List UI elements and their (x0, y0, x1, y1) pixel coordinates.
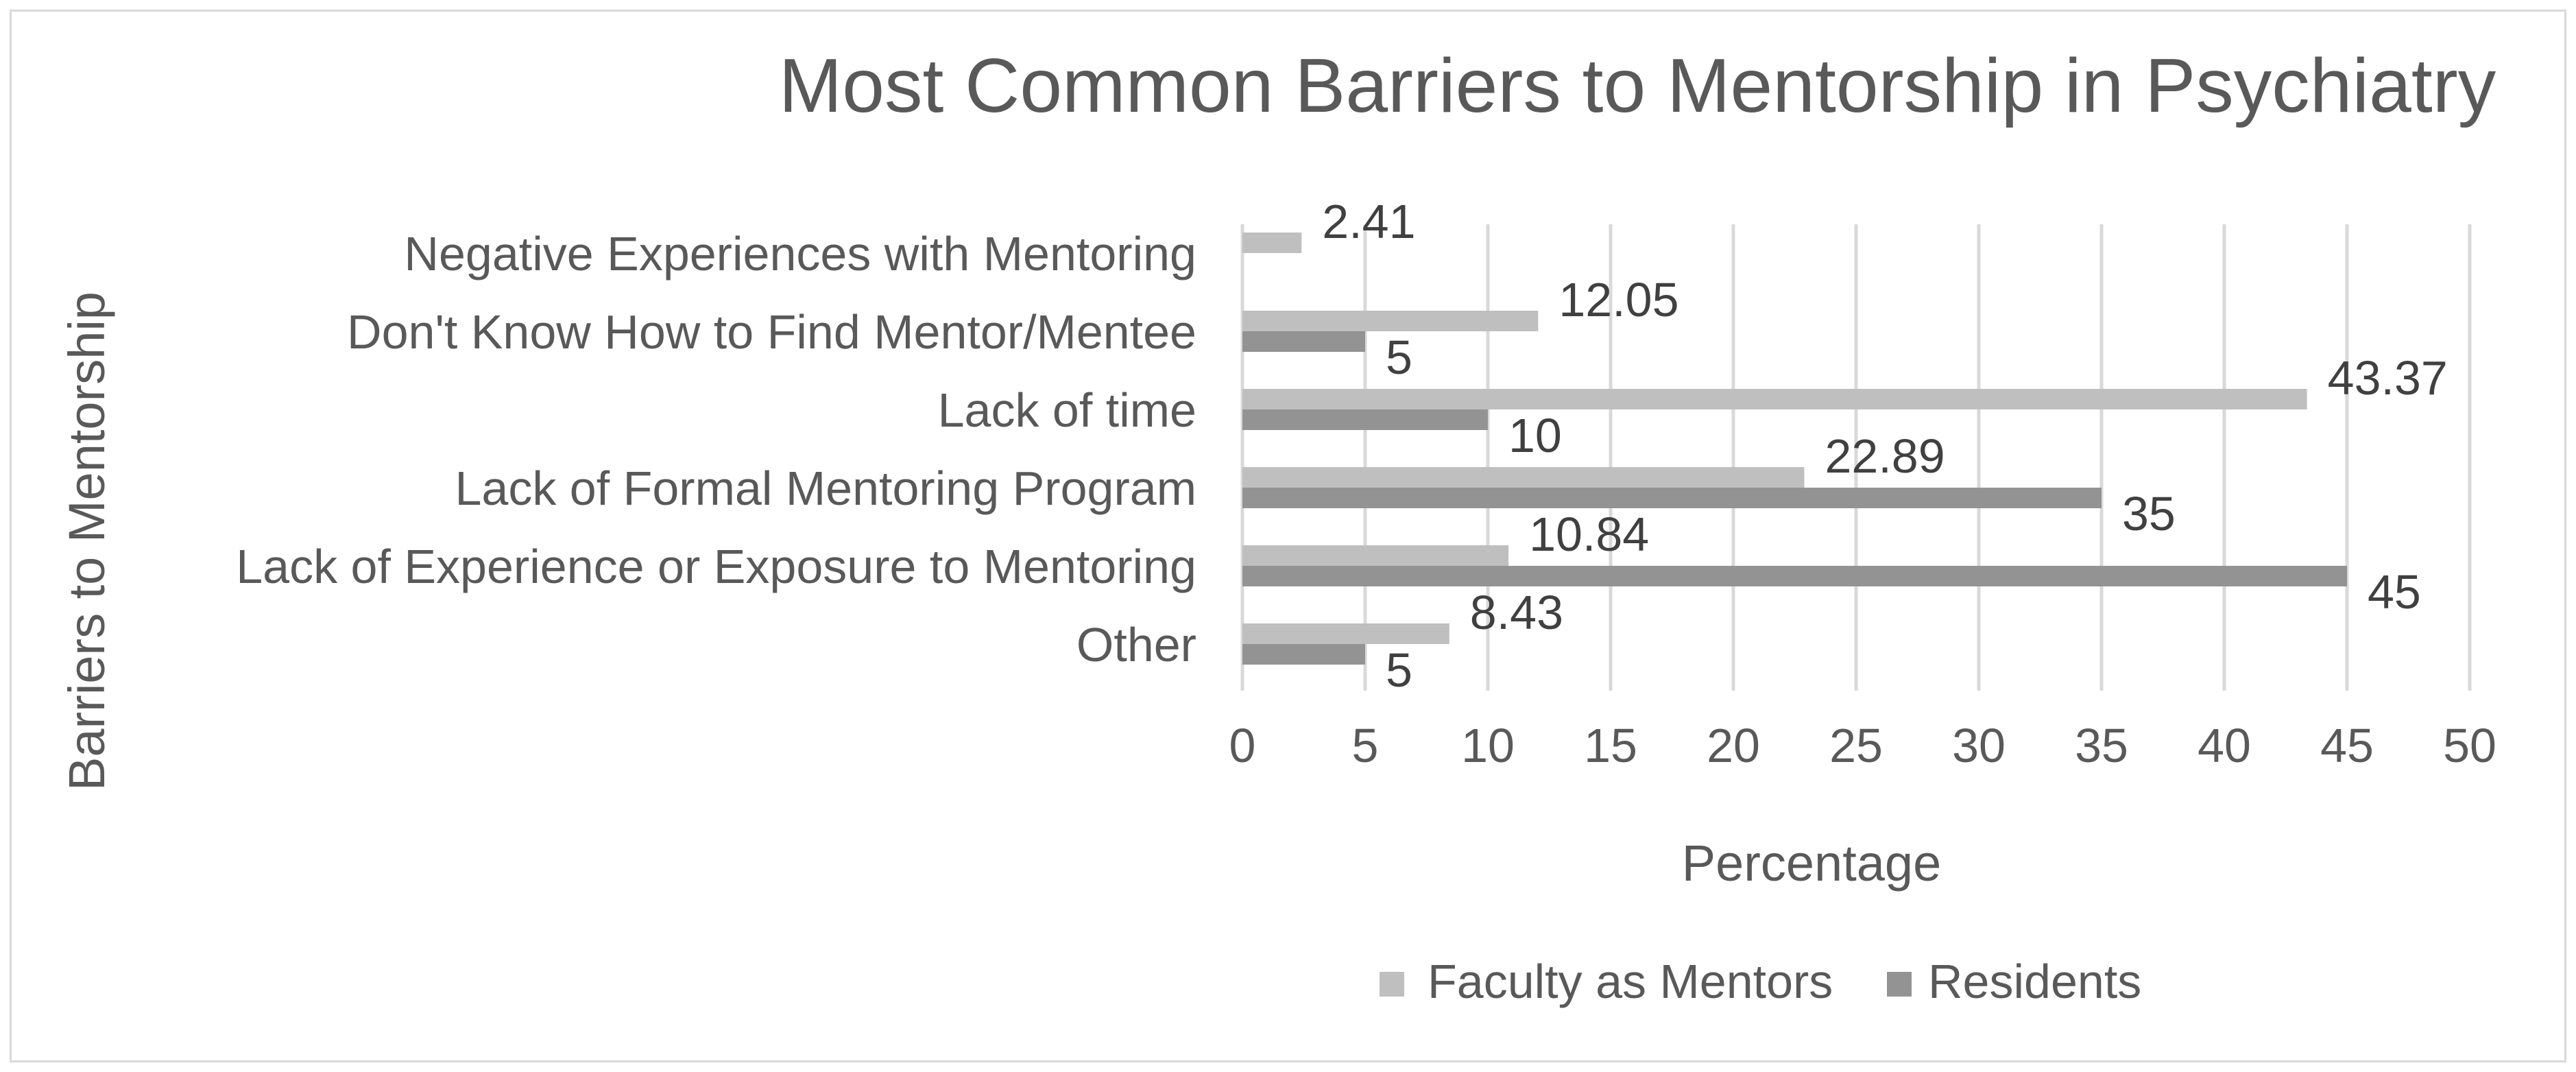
bars (1242, 233, 2347, 665)
bar-faculty (1242, 623, 1449, 644)
x-tick-label: 40 (2198, 719, 2251, 772)
legend-swatch (1887, 972, 1912, 997)
x-tick-label: 0 (1229, 719, 1256, 772)
legend-label: Faculty as Mentors (1428, 955, 1833, 1008)
data-label: 12.05 (1558, 273, 1678, 326)
bar-faculty (1242, 389, 2307, 409)
category-label: Negative Experiences with Mentoring (404, 227, 1196, 281)
x-tick-label: 35 (2075, 719, 2128, 772)
y-axis-title: Barriers to Mentorship (58, 291, 115, 791)
data-label: 8.43 (1470, 586, 1563, 639)
x-tick-labels: 0 5 10 15 20 25 30 35 40 45 50 (1229, 719, 2496, 772)
bar-residents (1242, 488, 2102, 508)
legend: Faculty as Mentors Residents (1380, 955, 2141, 1008)
bar-residents (1242, 644, 1365, 665)
data-labels: 2.41 12.05 5 43.37 10 22.89 35 10.84 45 8.43 5 (1322, 195, 2448, 697)
bar-residents (1242, 331, 1365, 352)
x-tick-label: 15 (1584, 719, 1637, 772)
chart-title: Most Common Barriers to Mentorship in Ps… (779, 43, 2496, 128)
data-label: 5 (1386, 331, 1412, 384)
gridlines (1240, 224, 2472, 691)
bar-residents (1242, 566, 2347, 586)
x-tick-label: 50 (2443, 719, 2496, 772)
legend-label: Residents (1928, 955, 2141, 1008)
data-label: 45 (2368, 565, 2421, 619)
data-label: 35 (2122, 487, 2176, 540)
category-label: Lack of Experience or Exposure to Mentor… (236, 540, 1196, 593)
category-label: Other (1076, 618, 1196, 671)
x-tick-label: 25 (1829, 719, 1883, 772)
bar-faculty (1242, 467, 1805, 488)
category-label: Don't Know How to Find Mentor/Mentee (347, 305, 1196, 359)
data-label: 10.84 (1529, 508, 1649, 561)
data-label: 2.41 (1322, 195, 1415, 248)
bar-faculty (1242, 233, 1302, 253)
data-label: 43.37 (2328, 351, 2448, 405)
data-label: 5 (1386, 643, 1412, 697)
bar-faculty (1242, 545, 1509, 566)
x-tick-label: 5 (1352, 719, 1379, 772)
bar-faculty (1242, 311, 1539, 331)
x-axis-title: Percentage (1682, 835, 1942, 892)
category-label: Lack of Formal Mentoring Program (455, 462, 1196, 515)
x-tick-label: 10 (1461, 719, 1515, 772)
legend-swatch (1380, 972, 1404, 997)
chart-frame: Most Common Barriers to Mentorship in Ps… (10, 10, 2566, 1062)
data-label: 10 (1508, 409, 1562, 462)
x-tick-label: 45 (2320, 719, 2374, 772)
category-labels: Negative Experiences with Mentoring Don't… (236, 227, 1196, 671)
x-tick-label: 30 (1952, 719, 2006, 772)
x-tick-label: 20 (1707, 719, 1760, 772)
bar-residents (1242, 409, 1488, 430)
category-label: Lack of time (938, 383, 1196, 437)
bar-chart: Most Common Barriers to Mentorship in Ps… (58, 43, 2496, 1008)
data-label: 22.89 (1825, 429, 1945, 483)
